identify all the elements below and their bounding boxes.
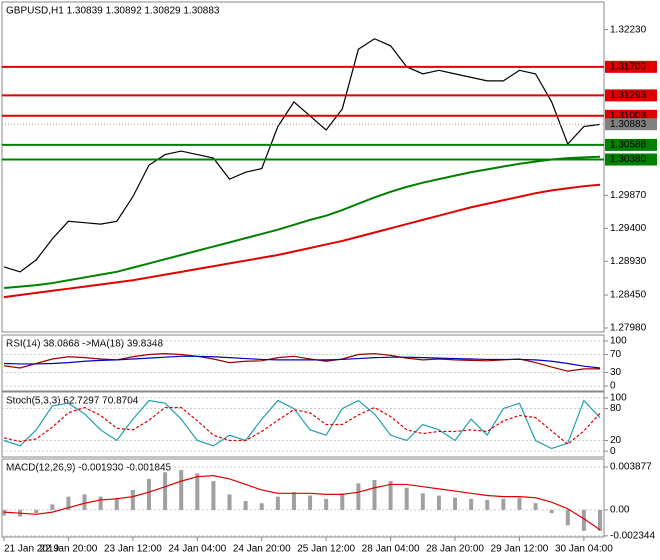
x-tick-label: 22 Jan 20:00	[40, 544, 98, 555]
bar	[420, 493, 425, 510]
bar	[340, 493, 345, 510]
bar	[291, 492, 296, 510]
series-line	[3, 474, 601, 531]
bar	[581, 509, 586, 531]
series-line	[3, 399, 601, 450]
bar	[308, 495, 313, 510]
level-tag	[605, 60, 657, 73]
x-tick-label: 28 Jan 20:00	[426, 544, 484, 555]
bar	[501, 498, 506, 510]
price-label: 1.30883	[610, 119, 647, 130]
y-tick-label: 30	[610, 367, 622, 378]
bar	[356, 483, 361, 510]
bar	[565, 509, 570, 526]
bar	[404, 487, 409, 510]
panel-title: MACD(12,26,9) -0.001930 -0.001845	[6, 463, 172, 474]
y-tick-label: 0	[610, 446, 616, 457]
bar	[324, 498, 329, 510]
price-tag	[605, 118, 657, 131]
bar	[195, 473, 200, 510]
series-line	[3, 38, 601, 273]
panel-frame	[1, 1, 605, 333]
level-tag	[605, 89, 657, 102]
y-tick-label: 0.003877	[610, 462, 652, 473]
bar	[388, 481, 393, 510]
level-label: 1.30588	[610, 140, 647, 151]
y-tick-label: 1.29400	[610, 223, 647, 234]
bar	[130, 489, 135, 510]
bar	[114, 497, 119, 510]
y-tick-label: 1.28450	[610, 290, 647, 301]
level-label: 1.31293	[610, 90, 647, 101]
y-tick-label: 100	[610, 393, 627, 404]
x-tick-label: 24 Jan 04:00	[168, 544, 226, 555]
bar	[66, 496, 71, 510]
y-tick-label: 0	[610, 381, 616, 392]
panel-frame	[1, 391, 605, 458]
bar	[163, 472, 168, 510]
bar	[50, 504, 55, 510]
panel-title: RSI(14) 38.0868 ->MA(18) 39.8348	[6, 339, 163, 350]
y-tick-label: 1.27980	[610, 323, 647, 334]
y-tick-label: -0.002344	[610, 530, 655, 541]
bar	[227, 494, 232, 510]
x-tick-label: 21 Jan 2019	[4, 544, 59, 555]
bar	[453, 497, 458, 510]
bar	[98, 496, 103, 510]
bar	[179, 470, 184, 510]
series-line	[3, 355, 601, 369]
x-tick-label: 30 Jan 04:00	[555, 544, 613, 555]
series-line	[3, 155, 601, 289]
x-tick-label: 28 Jan 04:00	[362, 544, 420, 555]
level-label: 1.30380	[610, 154, 647, 165]
y-tick-label: 70	[610, 349, 622, 360]
bar	[146, 478, 151, 510]
bar	[598, 509, 602, 531]
level-tag	[605, 153, 657, 166]
y-tick-label: 100	[610, 336, 627, 347]
bar	[34, 509, 39, 514]
panel-frame	[1, 458, 605, 538]
y-tick-label: 1.28930	[610, 256, 647, 267]
x-tick-label: 23 Jan 12:00	[104, 544, 162, 555]
series-line	[3, 183, 601, 299]
bar	[517, 497, 522, 510]
bar	[533, 503, 538, 510]
bar	[275, 496, 280, 510]
y-tick-label: 1.32230	[610, 24, 647, 35]
y-tick-label: 80	[610, 403, 622, 414]
x-tick-label: 25 Jan 12:00	[297, 544, 355, 555]
level-label: 1.31003	[610, 110, 647, 121]
panel-title: GBPUSD,H1 1.30839 1.30892 1.30829 1.3088…	[6, 6, 220, 17]
bar	[259, 503, 264, 510]
bar	[549, 509, 554, 514]
level-label: 1.31700	[610, 61, 647, 72]
panel-frame	[1, 334, 605, 392]
y-tick-label: 1.29870	[610, 190, 647, 201]
level-tag	[605, 138, 657, 151]
panel-title: Stoch(5,3,3) 62.7297 70.8704	[6, 396, 139, 407]
y-tick-label: 20	[610, 435, 622, 446]
x-tick-label: 24 Jan 20:00	[233, 544, 291, 555]
series-line	[3, 406, 601, 446]
bar	[372, 480, 377, 510]
series-line	[3, 353, 600, 372]
y-tick-label: 0.00	[610, 505, 630, 516]
bar	[485, 499, 490, 510]
bar	[436, 495, 441, 510]
bar	[82, 494, 87, 510]
bar	[211, 481, 216, 510]
bar	[243, 501, 248, 510]
bar	[469, 498, 474, 510]
x-tick-label: 29 Jan 12:00	[491, 544, 549, 555]
